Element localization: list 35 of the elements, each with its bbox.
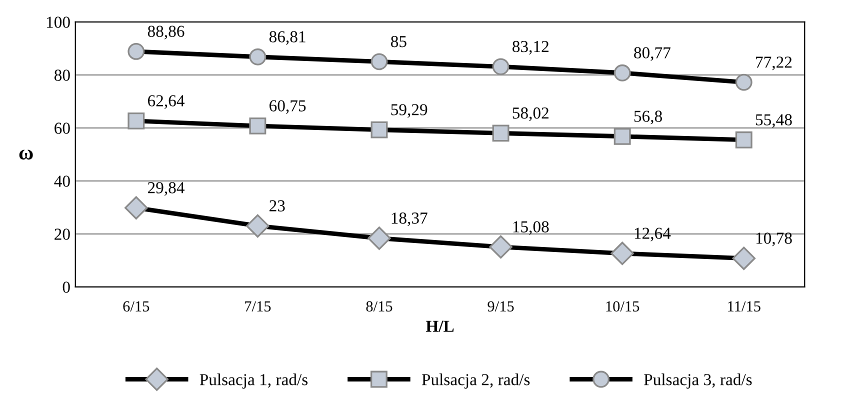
- y-tick-label: 0: [62, 282, 70, 293]
- x-tick-label: 7/15: [245, 301, 271, 312]
- x-tick-label: 8/15: [366, 301, 392, 312]
- y-tick-label: 20: [54, 228, 70, 240]
- data-label: 55,48: [756, 114, 792, 128]
- y-tick-label: 40: [54, 176, 70, 187]
- data-label: 56,8: [634, 110, 662, 124]
- data-label: 15,08: [513, 221, 549, 235]
- legend-label: Pulsacja 1, rad/s: [200, 374, 308, 389]
- x-axis-title: H/L: [426, 320, 454, 332]
- data-label: 58,02: [512, 107, 548, 122]
- x-tick-label: 6/15: [123, 301, 150, 312]
- data-label: 12,64: [634, 228, 671, 242]
- data-label: 62,64: [148, 95, 185, 109]
- y-tick-label: 60: [54, 122, 70, 134]
- data-label: 29,84: [148, 182, 185, 196]
- x-tick-label: 9/15: [488, 301, 514, 312]
- y-tick-label: 80: [54, 70, 70, 81]
- data-label: 86,81: [269, 31, 306, 45]
- legend-label: Pulsacja 3, rad/s: [644, 374, 752, 389]
- data-label: 83,12: [512, 40, 548, 55]
- data-label: 60,75: [270, 100, 306, 114]
- data-label: 80,77: [634, 47, 670, 61]
- x-tick-label: 11/15: [728, 301, 760, 312]
- data-label: 18,37: [392, 212, 428, 226]
- y-axis-title: ω: [19, 150, 33, 160]
- legend-label: Pulsacja 2, rad/s: [422, 374, 530, 389]
- data-label: 85: [390, 36, 406, 48]
- data-label: 88,86: [148, 26, 184, 40]
- data-label: 10,78: [756, 232, 792, 246]
- data-label: 23: [270, 200, 285, 212]
- y-tick-label: 100: [46, 16, 70, 28]
- x-tick-label: 10/15: [606, 301, 640, 312]
- data-label: 77,22: [756, 56, 792, 70]
- data-label: 59,29: [391, 104, 428, 118]
